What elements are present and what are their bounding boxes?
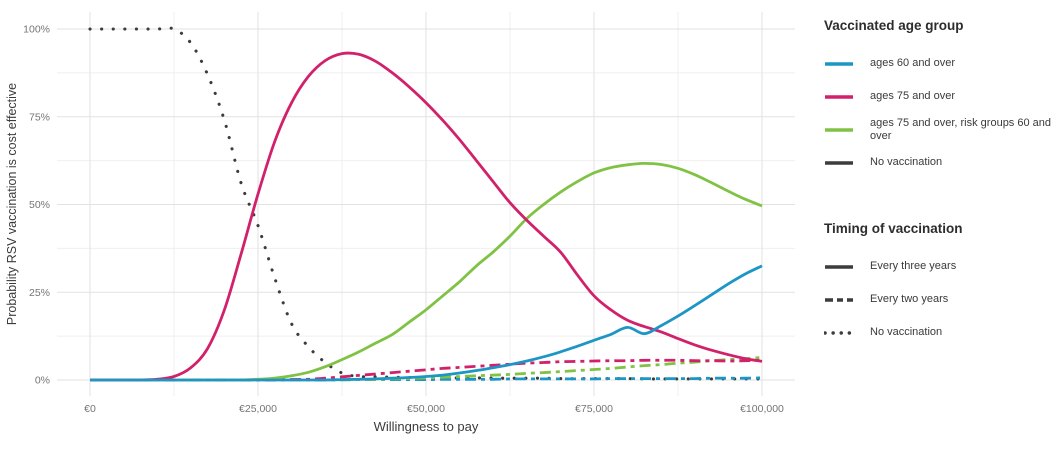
legend-age-group-title: Vaccinated age group xyxy=(824,18,964,33)
y-tick-label: 100% xyxy=(23,24,50,36)
y-tick-label: 75% xyxy=(29,111,50,123)
series-ages-60-and-over-every-three-years xyxy=(89,264,763,382)
series-ages-60-and-over-every-two-years xyxy=(89,376,763,382)
x-tick-label: €100,000 xyxy=(740,403,784,415)
legend-item-age_group-0: ages 60 and over xyxy=(824,47,1061,80)
chart-curves xyxy=(88,26,764,382)
x-tick-label: €50,000 xyxy=(407,403,445,415)
y-axis-title: Probability RSV vaccination is cost effe… xyxy=(5,83,19,325)
legend-item-label: No vaccination xyxy=(870,326,943,339)
legend-item-age_group-3: No vaccination xyxy=(824,146,1061,179)
line-chart: €0 €25,000 €50,000 €75,000 €100,000 0% 25% 50% 7… xyxy=(5,12,795,434)
x-tick-label: €0 xyxy=(84,403,96,415)
legend-item-label: ages 75 and over xyxy=(870,90,956,103)
legend-item-label: Every three years xyxy=(870,260,957,273)
legend-item-label: No vaccination xyxy=(870,156,943,169)
solid-line-swatch-icon xyxy=(825,94,853,99)
legend-age-group-items: ages 60 and over ages 75 and over ages 75 … xyxy=(824,47,1061,179)
legend-timing-items: Every three years Every two years No vacci… xyxy=(824,250,1061,349)
solid-line-swatch-icon xyxy=(825,127,853,132)
x-tick-label: €75,000 xyxy=(575,403,613,415)
y-tick-label: 25% xyxy=(29,287,50,299)
legend-item-age_group-1: ages 75 and over xyxy=(824,80,1061,113)
solid-line-swatch-icon xyxy=(825,61,853,66)
series-ages-75-and-over-every-three-years xyxy=(89,51,763,382)
legend-item-timing-2: No vaccination xyxy=(824,316,1061,349)
legend: Vaccinated age group ages 60 and over age… xyxy=(824,18,1061,349)
legend-item-label: ages 60 and over xyxy=(870,57,956,70)
twodash-line-swatch-icon xyxy=(825,297,853,302)
x-axis-title: Willingness to pay xyxy=(374,419,479,434)
y-tick-label: 50% xyxy=(29,199,50,211)
solid-line-swatch-icon xyxy=(825,264,853,269)
legend-item-timing-1: Every two years xyxy=(824,283,1061,316)
series-ages-75-and-over-every-two-years xyxy=(89,358,763,382)
x-tick-label: €25,000 xyxy=(239,403,277,415)
axis-tick-labels: €0 €25,000 €50,000 €75,000 €100,000 0% 25% 50% 7… xyxy=(23,24,784,416)
legend-timing-title: Timing of vaccination xyxy=(824,221,963,236)
legend-item-age_group-2: ages 75 and over, risk groups 60 and ove… xyxy=(824,113,1061,146)
legend-item-label: Every two years xyxy=(870,293,949,306)
solid-line-swatch-icon xyxy=(825,160,853,165)
legend-item-label: ages 75 and over, risk groups 60 and ove… xyxy=(870,117,1052,142)
dotted-line-swatch-icon xyxy=(824,330,854,335)
legend-item-timing-0: Every three years xyxy=(824,250,1061,283)
series-ages-75-and-over-risk-groups-60-and-over-every-two-years xyxy=(89,356,763,382)
gridlines xyxy=(57,12,795,396)
y-tick-label: 0% xyxy=(35,375,50,387)
